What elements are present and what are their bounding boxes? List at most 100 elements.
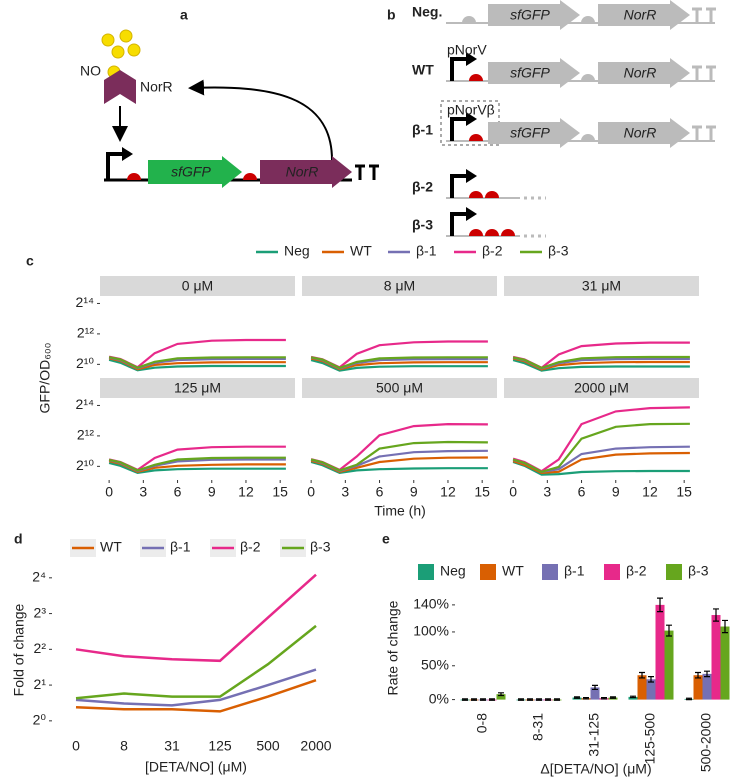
series-line <box>512 445 690 473</box>
y-tick-label: 2³ <box>34 604 47 620</box>
facet-title: 8 μM <box>384 278 415 294</box>
x-tick-label: 9 <box>410 484 418 500</box>
y-tick-label: 0% <box>429 690 449 706</box>
y-axis-title: GFP/OD₆₀₀ <box>37 342 53 413</box>
legend-label: Neg <box>284 243 310 259</box>
rbs <box>581 74 595 81</box>
construct-label: β-3 <box>412 217 433 233</box>
promoter-head <box>466 169 477 183</box>
series-line <box>512 451 690 475</box>
error-bar <box>722 619 728 634</box>
gene-label: NorR <box>624 125 657 141</box>
bar <box>711 615 721 700</box>
promoter <box>450 57 468 81</box>
facet-strip <box>302 276 497 296</box>
promoter <box>450 174 468 198</box>
ligand-label: NO <box>80 63 101 79</box>
gene-arrow <box>260 156 352 188</box>
x-tick-label: 3 <box>139 484 147 500</box>
rbs <box>469 74 483 81</box>
facet-title: 31 μM <box>582 278 621 294</box>
y-tick-label: 2⁰ <box>33 712 47 728</box>
y-tick-label: 140% <box>413 596 449 612</box>
series-line <box>108 358 286 372</box>
x-tick-label: 125 <box>208 738 232 754</box>
x-tick-label: 31 <box>164 738 180 754</box>
legend-label: Neg <box>440 563 466 579</box>
series-line <box>512 406 690 473</box>
x-tick-label: 500 <box>256 738 280 754</box>
error-bar <box>536 698 542 701</box>
error-bar <box>695 671 701 679</box>
rbs <box>485 191 499 198</box>
promoter-label: pNorV <box>447 42 487 58</box>
y-tick-label: 2¹⁴ <box>76 294 94 310</box>
series-line <box>310 460 488 475</box>
series-line <box>108 356 286 369</box>
error-bar <box>639 671 645 679</box>
bar <box>646 679 656 700</box>
y-tick-label: 2¹⁰ <box>76 457 94 473</box>
x-tick-label: 15 <box>676 484 692 500</box>
y-tick-label: 2² <box>34 640 47 656</box>
facet-strip <box>504 276 699 296</box>
bar <box>702 673 712 700</box>
facet-strip <box>504 378 699 398</box>
facet-title: 0 μM <box>182 278 213 294</box>
series-line <box>310 356 488 370</box>
rbs <box>485 229 499 236</box>
promoter <box>106 152 124 180</box>
x-tick-label: 3 <box>543 484 551 500</box>
bar <box>655 604 665 700</box>
y-tick-label: 2¹² <box>77 427 94 443</box>
x-axis-title: Δ[DETA/NO] (μM) <box>540 761 651 777</box>
series-line <box>108 456 286 472</box>
y-axis-title: Rate of change <box>385 600 401 695</box>
gene-label: NorR <box>286 164 319 180</box>
bar <box>637 675 647 700</box>
x-tick-label: 0-8 <box>474 713 490 733</box>
x-tick-label: 9 <box>612 484 620 500</box>
gene-label: sfGFP <box>510 65 550 81</box>
error-bar <box>498 692 504 697</box>
rbs <box>581 16 595 23</box>
error-bar <box>462 698 468 701</box>
bar <box>664 630 674 700</box>
error-bar <box>630 695 636 699</box>
norr-protein <box>104 70 136 104</box>
facet-strip <box>100 276 295 296</box>
y-tick-label: 2¹ <box>34 676 47 692</box>
legend-label: WT <box>350 243 372 259</box>
facet-title: 125 μM <box>174 380 221 396</box>
series-line <box>512 341 690 369</box>
error-bar <box>518 698 524 701</box>
x-tick-label: 3 <box>341 484 349 500</box>
legend-label: β-1 <box>416 243 437 259</box>
legend-swatch <box>418 564 434 580</box>
legend-label: β-1 <box>564 563 585 579</box>
promoter-head <box>466 112 477 126</box>
legend-swatch <box>542 564 558 580</box>
x-tick-label: 12 <box>642 484 658 500</box>
rbs <box>243 173 257 180</box>
error-bar <box>657 597 663 613</box>
x-tick-label: 31-125 <box>586 713 602 757</box>
promoter-head <box>466 52 477 66</box>
promoter-head <box>466 207 477 221</box>
gene-label: sfGFP <box>510 125 550 141</box>
x-tick-label: 0 <box>509 484 517 500</box>
x-tick-label: 12 <box>440 484 456 500</box>
y-tick-label: 2¹⁰ <box>76 355 94 371</box>
series-line <box>310 422 488 472</box>
series-line <box>512 359 690 372</box>
legend-label: β-2 <box>482 243 503 259</box>
x-tick-label: 6 <box>578 484 586 500</box>
construct-label: β-1 <box>412 122 433 138</box>
x-tick-label: 0 <box>105 484 113 500</box>
error-bar <box>610 696 616 699</box>
x-tick-label: 0 <box>72 738 80 754</box>
rbs <box>469 191 483 198</box>
series-line <box>310 440 488 472</box>
series-line <box>512 422 690 473</box>
